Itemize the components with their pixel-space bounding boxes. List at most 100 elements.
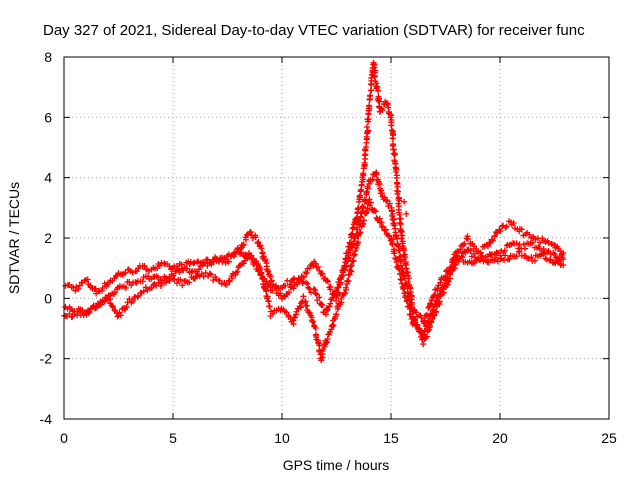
data-point (277, 292, 284, 299)
data-point (401, 275, 408, 282)
data-point (392, 255, 399, 262)
x-axis-label: GPS time / hours (283, 457, 390, 473)
data-point (290, 276, 297, 283)
data-point (427, 300, 434, 307)
data-point (208, 271, 215, 278)
data-point (345, 278, 352, 285)
data-point (375, 97, 382, 104)
data-point (325, 278, 332, 285)
data-point (247, 228, 254, 235)
data-point (389, 240, 396, 247)
y-tick-label: 8 (44, 49, 52, 65)
y-axis-label: SDTVAR / TECUs (6, 182, 22, 294)
data-point (408, 313, 415, 320)
data-point (135, 292, 142, 299)
data-point (540, 245, 547, 252)
data-point (398, 280, 405, 287)
data-point (353, 216, 360, 223)
data-point (560, 256, 567, 263)
data-point (379, 107, 386, 114)
data-point (459, 254, 466, 261)
data-point (327, 300, 334, 307)
data-point (316, 294, 323, 301)
data-point (243, 255, 250, 262)
data-point (326, 303, 333, 310)
data-point (300, 293, 307, 300)
data-point (206, 270, 213, 277)
data-point (360, 221, 367, 228)
data-point (467, 247, 474, 254)
data-point (363, 123, 370, 130)
data-point (269, 310, 276, 317)
data-point (291, 275, 298, 282)
data-point (513, 253, 520, 260)
data-point (260, 276, 267, 283)
data-point (260, 281, 267, 288)
data-point (225, 277, 232, 284)
data-point (232, 250, 239, 257)
data-point (404, 288, 411, 295)
data-point (269, 287, 276, 294)
data-point (210, 258, 217, 265)
data-point (457, 246, 464, 253)
data-point (322, 311, 329, 318)
data-point (547, 256, 554, 263)
data-point (436, 291, 443, 298)
data-point (158, 280, 165, 287)
data-point (497, 256, 504, 263)
x-tick-label: 20 (492, 430, 508, 446)
data-point (145, 273, 152, 280)
data-point (359, 203, 366, 210)
data-point (130, 297, 137, 304)
data-point (98, 287, 105, 294)
data-point (105, 292, 112, 299)
data-point (179, 282, 186, 289)
data-point (348, 231, 355, 238)
x-tick-label: 0 (60, 430, 68, 446)
data-point (350, 252, 357, 259)
data-point (447, 266, 454, 273)
data-point (371, 72, 378, 79)
data-point (424, 323, 431, 330)
grid (64, 57, 609, 419)
data-point (368, 87, 375, 94)
data-point (328, 326, 335, 333)
data-point (117, 312, 124, 319)
data-point (350, 257, 357, 264)
data-point (502, 252, 509, 259)
data-point (302, 269, 309, 276)
data-point (352, 247, 359, 254)
data-point (343, 262, 350, 269)
data-point (210, 277, 217, 284)
outlier-point (403, 210, 410, 217)
data-point (518, 226, 525, 233)
data-point (116, 309, 123, 316)
data-point (174, 280, 181, 287)
data-point (502, 224, 509, 231)
data-point (70, 284, 77, 291)
data-point (388, 122, 395, 129)
data-point (155, 279, 162, 286)
data-point (414, 321, 421, 328)
data-point (333, 311, 340, 318)
data-point (378, 105, 385, 112)
data-point (176, 269, 183, 276)
data-point (488, 236, 495, 243)
data-point (171, 276, 178, 283)
outlier-point (390, 216, 397, 223)
data-point (372, 208, 379, 215)
y-tick-label: -2 (40, 351, 53, 367)
data-point (510, 220, 517, 227)
data-point (111, 307, 118, 314)
data-point (364, 127, 371, 134)
data-point (357, 229, 364, 236)
data-point (202, 269, 209, 276)
data-point (506, 255, 513, 262)
data-point (334, 284, 341, 291)
data-point (373, 171, 380, 178)
data-point (99, 284, 106, 291)
data-point (364, 188, 371, 195)
data-point (394, 235, 401, 242)
data-point (333, 297, 340, 304)
data-point (396, 197, 403, 204)
